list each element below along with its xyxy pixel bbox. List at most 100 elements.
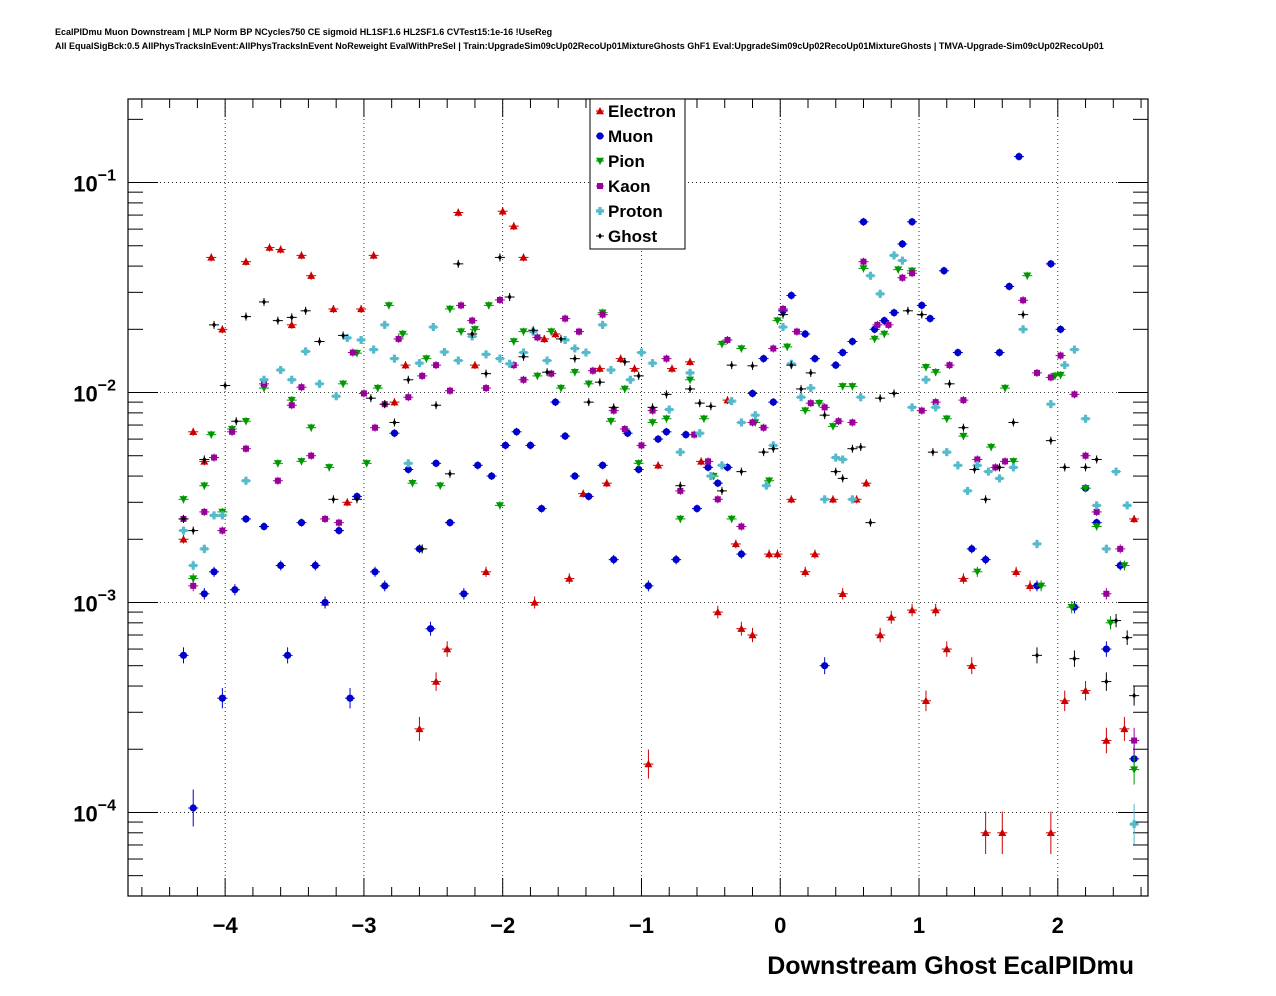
data-point-proton (332, 392, 341, 401)
data-point-pion (519, 328, 528, 336)
data-point-proton (276, 366, 285, 375)
data-point-kaon (298, 384, 305, 391)
data-point-kaon (932, 399, 939, 406)
data-point-muon (210, 568, 218, 576)
data-point-proton (241, 476, 250, 485)
data-point-ghost (611, 404, 616, 411)
data-point-muon (859, 218, 868, 226)
data-point-ghost (234, 418, 239, 425)
data-point-ghost (983, 496, 988, 503)
data-point-proton (973, 461, 982, 470)
data-point-ghost (930, 449, 935, 456)
data-point-pion (408, 479, 417, 488)
data-point-pion (436, 482, 445, 490)
data-point-ghost (961, 424, 966, 431)
data-point-ghost (507, 294, 512, 301)
data-point-proton (727, 397, 736, 406)
data-point-pion (179, 496, 188, 504)
data-point-muon (908, 218, 916, 226)
data-point-kaon (534, 334, 541, 341)
legend-label-proton: Proton (608, 202, 663, 221)
data-point-proton (637, 348, 646, 357)
data-point-electron (787, 495, 796, 503)
data-point-ghost (434, 402, 439, 409)
data-point-muon (821, 662, 829, 670)
data-point-proton (301, 347, 310, 356)
data-point-muon (748, 389, 757, 398)
series-ghost (178, 253, 1140, 706)
data-point-proton (380, 320, 389, 329)
data-point-ghost (521, 353, 526, 360)
data-point-ghost (447, 470, 452, 477)
data-point-ghost (406, 376, 411, 383)
data-point-ghost (719, 487, 724, 494)
data-point-kaon (433, 362, 440, 369)
data-point-kaon (849, 419, 856, 426)
data-point-pion (1001, 384, 1010, 393)
data-point-electron (207, 253, 216, 261)
data-point-ghost (354, 496, 359, 503)
data-point-proton (737, 418, 746, 427)
data-point-muon (704, 463, 712, 471)
data-point-kaon (1002, 458, 1009, 465)
data-point-kaon (190, 582, 197, 589)
data-point-proton (1130, 820, 1139, 829)
data-point-muon (432, 459, 440, 467)
data-point-electron (801, 567, 810, 576)
data-point-muon (179, 651, 188, 659)
data-point-proton (717, 461, 726, 470)
data-point-pion (325, 464, 334, 472)
data-point-ghost (664, 391, 669, 398)
data-point-pion (648, 419, 657, 427)
data-point-ghost (497, 254, 502, 261)
data-point-muon (918, 301, 926, 309)
data-point-proton (820, 495, 829, 504)
data-point-proton (1081, 414, 1090, 423)
data-point-pion (1067, 603, 1076, 612)
data-point-kaon (496, 296, 503, 303)
data-point-electron (509, 222, 518, 230)
data-point-pion (1009, 458, 1018, 466)
data-point-proton (440, 347, 449, 356)
data-point-ghost (303, 307, 308, 314)
legend-marker-electron (596, 107, 604, 115)
data-point-muon (487, 472, 496, 480)
data-point-kaon (860, 258, 867, 265)
data-point-kaon (899, 274, 906, 281)
data-point-proton (1060, 361, 1069, 370)
data-point-pion (509, 338, 518, 346)
chart-title-line-2: All EqualSigBck:0.5 AllPhysTracksInEvent… (55, 41, 1104, 51)
data-point-proton (762, 481, 771, 490)
data-point-kaon (219, 527, 226, 534)
x-tick-label: −3 (351, 913, 376, 938)
data-point-proton (751, 411, 760, 420)
data-point-muon (346, 694, 354, 702)
data-point-proton (519, 348, 528, 357)
data-point-ghost (212, 321, 217, 328)
data-point-ghost (1132, 692, 1137, 699)
data-point-muon (1102, 645, 1110, 653)
data-point-kaon (638, 442, 645, 449)
data-point-muon (571, 472, 579, 480)
data-point-proton (1046, 400, 1055, 409)
data-point-muon (200, 590, 208, 598)
data-point-proton (1070, 345, 1079, 354)
data-point-ghost (223, 382, 228, 389)
data-point-pion (870, 335, 879, 343)
data-point-pion (1106, 619, 1115, 627)
data-point-proton (898, 256, 907, 265)
legend-label-muon: Muon (608, 127, 653, 146)
data-point-electron (748, 631, 757, 639)
data-point-kaon (419, 372, 426, 379)
data-point-pion (307, 424, 316, 432)
data-point-kaon (1093, 508, 1100, 515)
data-point-ghost (822, 412, 827, 419)
data-point-muon (381, 582, 389, 590)
data-point-electron (838, 589, 847, 597)
data-point-ghost (919, 311, 924, 318)
data-point-kaon (201, 508, 208, 515)
data-point-electron (630, 364, 639, 372)
data-point-proton (581, 348, 590, 357)
data-point-proton (200, 544, 209, 553)
data-point-kaon (760, 424, 767, 431)
